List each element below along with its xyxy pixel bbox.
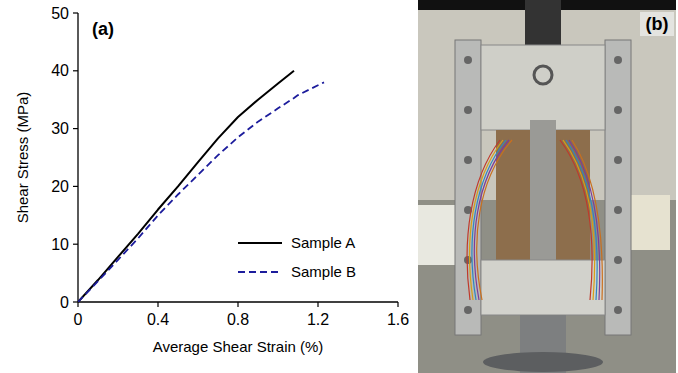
y-tick-label: 40 (51, 62, 69, 79)
photo-wire (572, 140, 602, 300)
photo-poster (630, 195, 670, 250)
panel-label: (a) (92, 19, 114, 39)
photo-bolt (464, 106, 472, 114)
y-tick (73, 70, 78, 71)
legend-swatch (238, 271, 282, 273)
photo-ring (534, 66, 552, 84)
x-tick (237, 302, 238, 307)
y-axis-title: Shear Stress (MPa) (14, 92, 31, 224)
photo: (b) (418, 0, 676, 373)
y-tick (73, 186, 78, 187)
x-tick (77, 302, 78, 307)
y-tick (73, 12, 78, 13)
y-tick-label: 50 (51, 5, 69, 22)
y-tick (73, 301, 78, 302)
photo-background (418, 0, 676, 373)
legend: Sample A Sample B (238, 234, 356, 280)
x-tick (317, 302, 318, 307)
plot-area (78, 71, 324, 302)
photo-wire (477, 140, 512, 300)
legend-label: Sample A (291, 234, 355, 251)
photo-bolt (614, 56, 622, 64)
photo-bolt (464, 56, 472, 64)
series-line (78, 82, 324, 302)
photo-rod (525, 0, 561, 45)
photo-bolt (464, 156, 472, 164)
x-tick-label: 0 (74, 311, 83, 328)
photo-base (483, 352, 603, 372)
axes: 0 10 20 30 40 50 0 0.4 0.8 1.2 1.6 Average Shear St… (14, 5, 409, 356)
y-tick-label: 10 (51, 236, 69, 253)
y-tick-label: 30 (51, 120, 69, 137)
photo-plate (605, 40, 631, 335)
photo-bolt (614, 106, 622, 114)
figure: 0 10 20 30 40 50 0 0.4 0.8 1.2 1.6 Average Shear St… (0, 0, 678, 373)
canvas: 0 10 20 30 40 50 0 0.4 0.8 1.2 1.6 Average Shear St… (0, 0, 678, 373)
photo-bolt (614, 256, 622, 264)
legend-swatch (238, 242, 282, 244)
y-tick-label: 0 (60, 294, 69, 311)
panel-label: (b) (646, 14, 669, 34)
photo-wire (472, 140, 506, 300)
y-tick-label: 20 (51, 178, 69, 195)
x-tick (397, 302, 398, 307)
x-tick (157, 302, 158, 307)
photo-core (530, 120, 556, 270)
x-tick-label: 0.4 (147, 311, 169, 328)
photo-bolt (464, 256, 472, 264)
photo-poster (418, 205, 458, 265)
photo-wire (560, 140, 592, 300)
y-axis-line (77, 13, 78, 302)
legend-label: Sample B (291, 263, 356, 280)
photo-bolt (464, 306, 472, 314)
photo-bolt (614, 206, 622, 214)
photo-bolt (614, 306, 622, 314)
photo-block (481, 45, 605, 130)
label-patch (640, 12, 674, 36)
x-tick-label: 0.8 (227, 311, 249, 328)
photo-bolt (614, 156, 622, 164)
x-tick-label: 1.6 (387, 311, 409, 328)
y-tick (73, 128, 78, 129)
photo-block (481, 260, 605, 315)
y-tick (73, 244, 78, 245)
x-axis-title: Average Shear Strain (%) (153, 338, 324, 355)
photo-wire (474, 140, 509, 300)
x-tick-label: 1.2 (307, 311, 329, 328)
